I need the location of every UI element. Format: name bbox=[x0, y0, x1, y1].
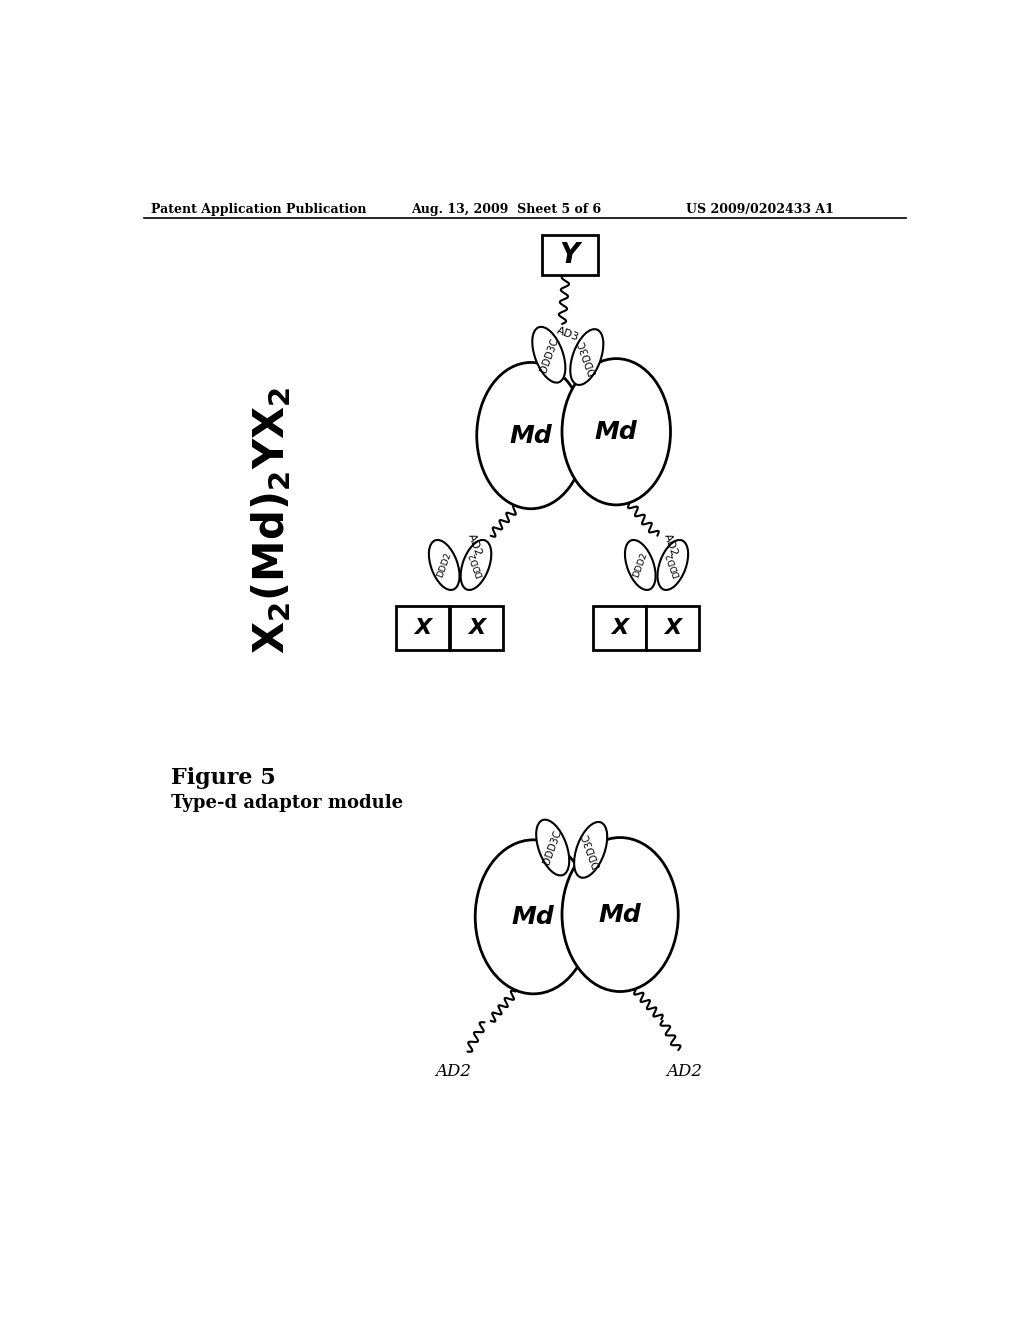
Text: US 2009/0202433 A1: US 2009/0202433 A1 bbox=[686, 203, 834, 216]
Text: AD2: AD2 bbox=[667, 1063, 702, 1080]
Ellipse shape bbox=[537, 820, 569, 875]
Text: X: X bbox=[665, 618, 681, 638]
FancyBboxPatch shape bbox=[542, 235, 598, 275]
Text: X: X bbox=[414, 618, 431, 638]
Text: AD2: AD2 bbox=[466, 532, 483, 557]
Text: X: X bbox=[468, 618, 485, 638]
Text: Md: Md bbox=[599, 903, 641, 927]
Ellipse shape bbox=[570, 329, 603, 385]
Ellipse shape bbox=[625, 540, 655, 590]
Text: DDD2: DDD2 bbox=[632, 550, 649, 579]
Ellipse shape bbox=[461, 540, 492, 590]
Ellipse shape bbox=[657, 540, 688, 590]
Text: DDD3C: DDD3C bbox=[580, 832, 601, 869]
Ellipse shape bbox=[477, 363, 586, 508]
Text: DDD2: DDD2 bbox=[435, 550, 453, 579]
Ellipse shape bbox=[532, 327, 565, 383]
FancyBboxPatch shape bbox=[646, 606, 699, 651]
Text: DDD3C: DDD3C bbox=[542, 829, 563, 866]
Text: Type-d adaptor module: Type-d adaptor module bbox=[171, 793, 402, 812]
Text: Patent Application Publication: Patent Application Publication bbox=[152, 203, 367, 216]
FancyBboxPatch shape bbox=[396, 606, 449, 651]
Text: DDD3C: DDD3C bbox=[575, 338, 598, 376]
Text: Md: Md bbox=[512, 904, 555, 929]
Text: DDD2: DDD2 bbox=[665, 550, 682, 579]
Text: Y: Y bbox=[560, 240, 580, 269]
Text: Md: Md bbox=[595, 420, 638, 444]
FancyBboxPatch shape bbox=[451, 606, 503, 651]
FancyBboxPatch shape bbox=[593, 606, 646, 651]
Text: $\mathbf{X_2(Md)_2YX_2}$: $\mathbf{X_2(Md)_2YX_2}$ bbox=[250, 387, 293, 653]
Text: Figure 5: Figure 5 bbox=[171, 767, 275, 789]
Text: AD2: AD2 bbox=[435, 1063, 471, 1080]
Text: Aug. 13, 2009  Sheet 5 of 6: Aug. 13, 2009 Sheet 5 of 6 bbox=[411, 203, 601, 216]
Ellipse shape bbox=[562, 359, 671, 504]
Text: DDD3C: DDD3C bbox=[538, 337, 560, 374]
Ellipse shape bbox=[429, 540, 460, 590]
Text: X: X bbox=[610, 618, 628, 638]
Text: Md: Md bbox=[510, 424, 552, 447]
Ellipse shape bbox=[574, 822, 607, 878]
Ellipse shape bbox=[475, 840, 592, 994]
Text: AD3: AD3 bbox=[556, 325, 581, 343]
Text: DDD2: DDD2 bbox=[467, 550, 484, 579]
Text: AD2: AD2 bbox=[662, 532, 679, 557]
Ellipse shape bbox=[562, 837, 678, 991]
